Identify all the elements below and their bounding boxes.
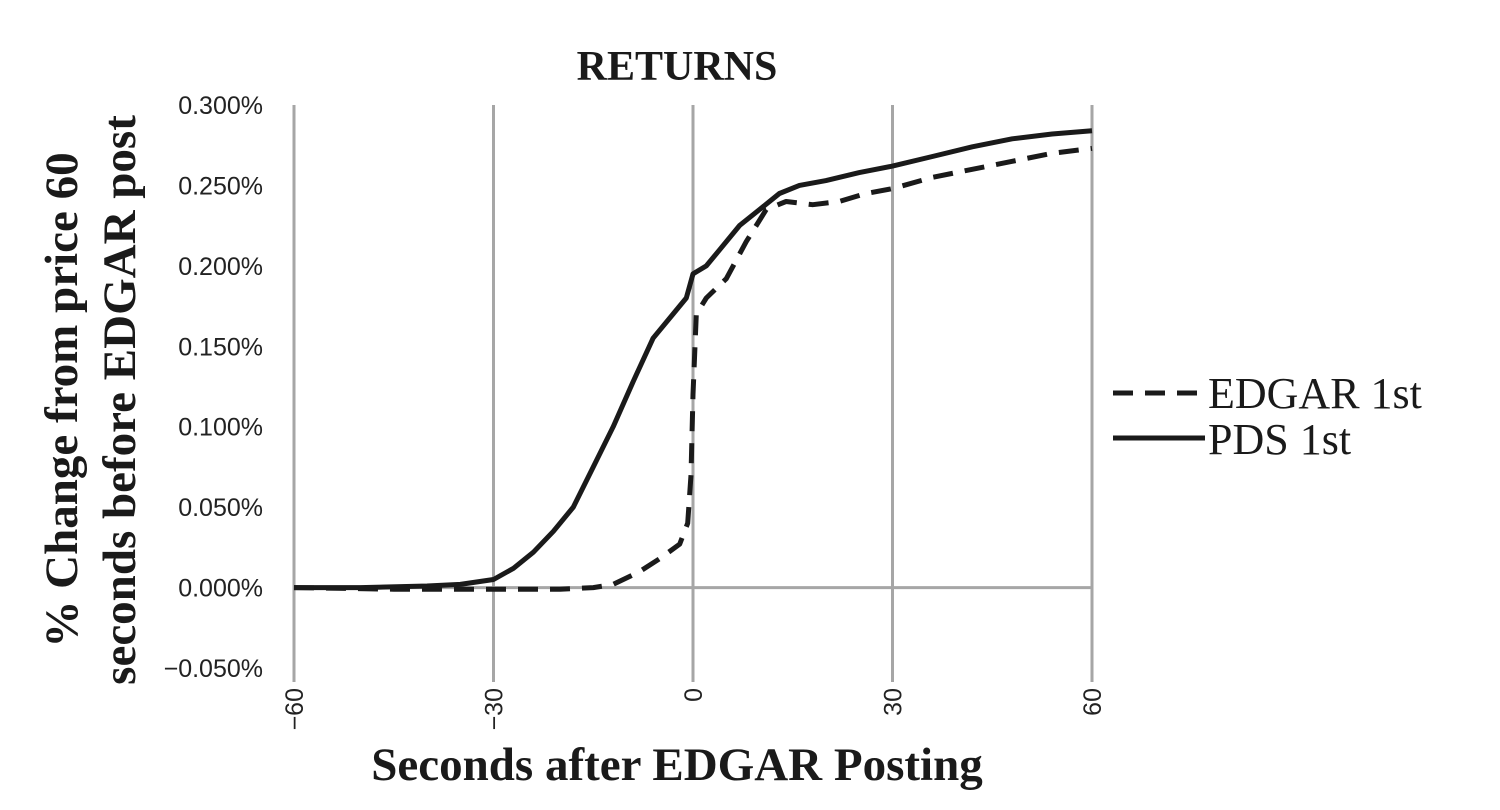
y-tick-label: 0.300% xyxy=(178,92,263,120)
y-tick-label: −0.050% xyxy=(164,655,263,683)
chart-title: RETURNS xyxy=(577,44,778,90)
series-lines xyxy=(293,128,1093,592)
y-axis-label: % Change from price 60 seconds before ED… xyxy=(36,115,146,685)
x-tick-labels: −60 −30 0 30 60 xyxy=(281,688,1107,730)
x-tick-label: −30 xyxy=(481,688,509,730)
legend-label-edgar-1st: EDGAR 1st xyxy=(1208,369,1422,418)
x-tick-label: 0 xyxy=(680,688,708,702)
y-tick-label: 0.250% xyxy=(178,172,263,200)
legend: EDGAR 1st PDS 1st xyxy=(1113,369,1422,464)
x-axis-label: Seconds after EDGAR Posting xyxy=(371,739,983,791)
x-tick-label: 30 xyxy=(880,688,908,716)
y-tick-label: 0.000% xyxy=(178,575,263,603)
y-tick-label: 0.100% xyxy=(178,414,263,442)
y-axis-label-line2: seconds before EDGAR post xyxy=(94,115,146,685)
legend-item-edgar-1st: EDGAR 1st xyxy=(1113,369,1422,418)
y-tick-label: 0.050% xyxy=(178,494,263,522)
y-tick-label: 0.150% xyxy=(178,333,263,361)
series-line-pds-1st xyxy=(294,128,1093,591)
legend-item-pds-1st: PDS 1st xyxy=(1113,415,1351,464)
legend-label-pds-1st: PDS 1st xyxy=(1208,415,1351,464)
y-tick-labels: 0.300% 0.250% 0.200% 0.150% 0.100% 0.050% 0.00… xyxy=(164,92,263,683)
series-line-edgar-1st xyxy=(293,145,1093,592)
x-tick-label: −60 xyxy=(281,688,309,730)
y-tick-label: 0.200% xyxy=(178,253,263,281)
x-tick-label: 60 xyxy=(1079,688,1107,716)
y-axis-label-line1: % Change from price 60 xyxy=(36,152,88,647)
